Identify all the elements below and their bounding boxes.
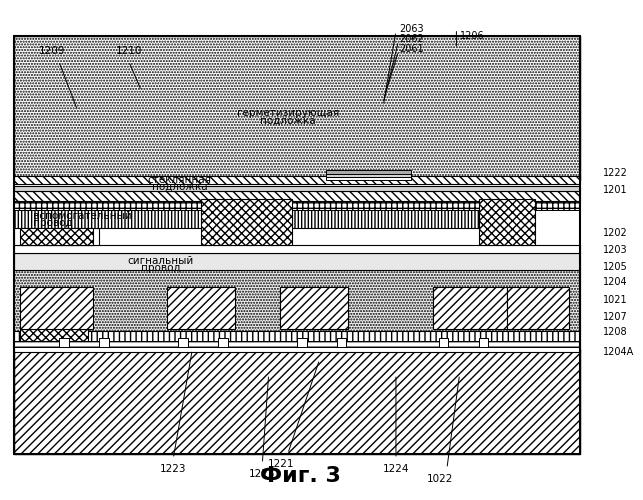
- Text: Фиг. 3: Фиг. 3: [260, 466, 341, 486]
- Text: 1204: 1204: [602, 278, 628, 287]
- Text: 1225: 1225: [249, 469, 276, 479]
- Text: 2063: 2063: [399, 24, 424, 34]
- Bar: [507, 287, 569, 329]
- Bar: [14, 350, 581, 454]
- Bar: [292, 201, 490, 228]
- Bar: [99, 338, 109, 347]
- Bar: [20, 320, 87, 341]
- Bar: [20, 228, 93, 245]
- Bar: [14, 186, 581, 190]
- Text: 1207: 1207: [602, 312, 628, 322]
- Bar: [14, 342, 581, 347]
- Bar: [478, 338, 488, 347]
- Bar: [167, 287, 235, 329]
- Bar: [325, 170, 411, 173]
- Text: 2061: 2061: [399, 44, 424, 54]
- Bar: [439, 338, 448, 347]
- Text: 1210: 1210: [116, 46, 142, 56]
- Bar: [218, 338, 228, 347]
- Bar: [14, 36, 581, 454]
- Bar: [14, 254, 581, 270]
- Bar: [20, 287, 93, 329]
- Bar: [201, 199, 292, 245]
- Text: 1206: 1206: [460, 31, 484, 41]
- Bar: [14, 328, 581, 345]
- Text: 1224: 1224: [383, 464, 409, 474]
- Text: 1021: 1021: [602, 294, 628, 304]
- Text: 1204A: 1204A: [602, 347, 634, 357]
- Bar: [280, 287, 349, 329]
- Bar: [325, 174, 411, 177]
- Bar: [14, 268, 581, 330]
- Text: подложка: подложка: [152, 182, 208, 192]
- Text: подложка: подложка: [260, 116, 316, 126]
- Bar: [325, 177, 411, 180]
- Bar: [297, 338, 307, 347]
- Text: 1208: 1208: [602, 327, 628, 337]
- Text: 1203: 1203: [602, 245, 628, 255]
- Bar: [433, 287, 507, 329]
- Text: 1022: 1022: [428, 474, 454, 484]
- Text: стеклянная: стеклянная: [148, 176, 212, 186]
- Bar: [14, 36, 581, 180]
- Text: 1209: 1209: [39, 46, 66, 56]
- Text: 1221: 1221: [268, 459, 294, 469]
- Text: вспомогательный: вспомогательный: [33, 211, 132, 221]
- Text: 1202: 1202: [602, 228, 628, 237]
- Bar: [14, 201, 212, 228]
- Bar: [14, 245, 581, 254]
- Bar: [337, 338, 347, 347]
- Text: сигнальный: сигнальный: [127, 256, 194, 266]
- Text: герметизирующая: герметизирующая: [237, 108, 339, 118]
- Text: провод: провод: [33, 218, 73, 228]
- Text: провод: провод: [141, 264, 180, 274]
- Text: 1223: 1223: [160, 464, 186, 474]
- Text: 1201: 1201: [602, 186, 628, 196]
- Bar: [14, 176, 581, 184]
- Text: 1222: 1222: [602, 168, 628, 178]
- Bar: [14, 346, 581, 352]
- Bar: [14, 201, 581, 209]
- Bar: [178, 338, 188, 347]
- Polygon shape: [14, 195, 99, 245]
- Text: 1205: 1205: [602, 262, 628, 272]
- Text: 2062: 2062: [399, 34, 424, 43]
- Bar: [14, 190, 581, 201]
- Bar: [478, 199, 535, 245]
- Bar: [59, 338, 69, 347]
